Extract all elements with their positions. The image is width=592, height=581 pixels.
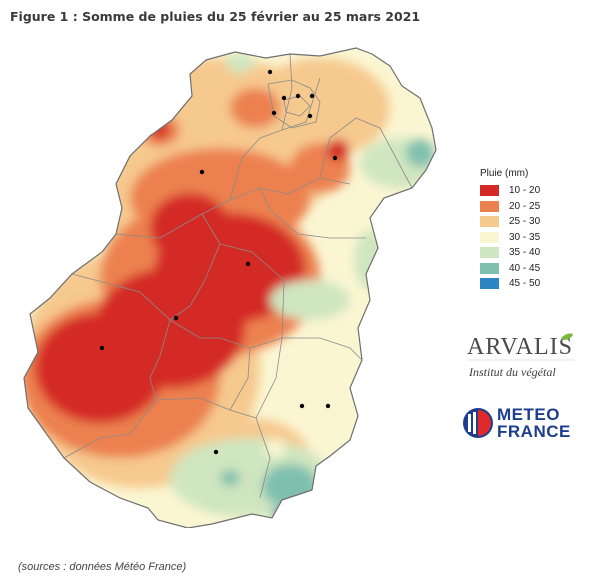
- city-marker: [309, 93, 315, 99]
- legend-title: Pluie (mm): [480, 168, 529, 179]
- legend-item: 45 - 50: [480, 276, 540, 292]
- legend-item: 40 - 45: [480, 261, 540, 277]
- meteo-line1: METEO: [497, 405, 560, 424]
- legend-swatch: [480, 262, 499, 274]
- city-marker: [267, 69, 273, 75]
- legend-item: 35 - 40: [480, 245, 540, 261]
- city-marker: [271, 110, 277, 116]
- legend-label: 35 - 40: [509, 247, 541, 259]
- legend-swatch: [480, 200, 499, 212]
- source-note: (sources : données Météo France): [18, 561, 187, 573]
- leaf-icon: [561, 333, 573, 340]
- legend-label: 40 - 45: [509, 262, 541, 274]
- legend-item: 20 - 25: [480, 199, 540, 215]
- city-marker: [99, 345, 105, 351]
- city-marker: [325, 403, 331, 409]
- city-marker: [245, 261, 251, 267]
- map-legend: Pluie (mm) 10 - 20 20 - 25 25 - 30 30 - 35 3…: [480, 168, 540, 292]
- arvalis-tagline: Institut du végétal: [468, 365, 556, 379]
- meteo-line2: FRANCE: [497, 422, 571, 441]
- legend-swatch: [480, 185, 499, 197]
- legend-item: 30 - 35: [480, 230, 540, 246]
- legend-item: 10 - 20: [480, 183, 540, 199]
- city-marker: [295, 93, 301, 99]
- legend-label: 10 - 20: [509, 185, 541, 197]
- rainfall-map: [23, 47, 437, 528]
- city-marker: [281, 95, 287, 101]
- city-marker: [307, 113, 313, 119]
- arvalis-logo: ARVALIS Institut du végétal: [463, 330, 581, 390]
- city-marker: [199, 169, 205, 175]
- legend-label: 25 - 30: [509, 216, 541, 228]
- figure-title: Figure 1 : Somme de pluies du 25 février…: [10, 9, 421, 24]
- legend-item: 25 - 30: [480, 214, 540, 230]
- city-marker: [299, 403, 305, 409]
- legend-swatch: [480, 231, 499, 243]
- legend-label: 30 - 35: [509, 231, 541, 243]
- legend-label: 45 - 50: [509, 278, 541, 290]
- meteo-france-logo: METEO FRANCE: [461, 404, 583, 444]
- legend-swatch: [480, 216, 499, 228]
- legend-label: 20 - 25: [509, 200, 541, 212]
- city-marker: [173, 315, 179, 321]
- city-marker: [332, 155, 338, 161]
- arvalis-wordmark: ARVALIS: [467, 334, 573, 360]
- city-marker: [213, 449, 219, 455]
- region-outline: [23, 47, 437, 528]
- legend-swatch: [480, 247, 499, 259]
- legend-swatch: [480, 278, 499, 290]
- meteo-france-emblem-icon: [463, 408, 493, 438]
